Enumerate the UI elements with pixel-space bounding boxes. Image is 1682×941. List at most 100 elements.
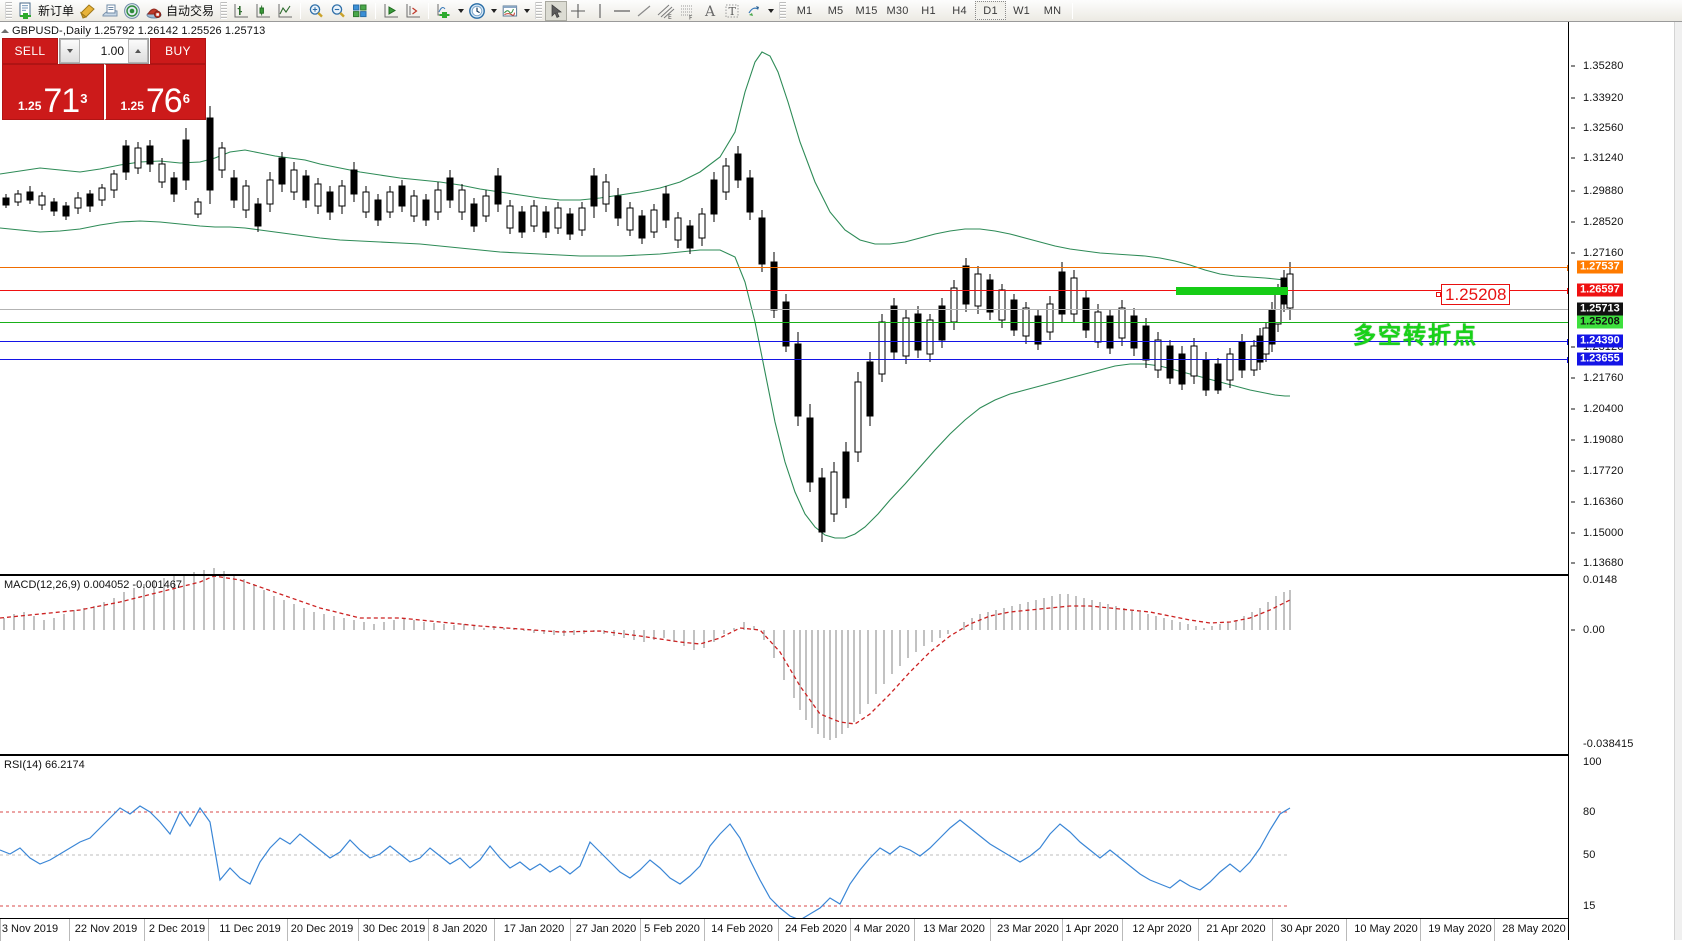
vertical-line-icon[interactable] (589, 1, 611, 21)
support-level-line-2[interactable] (0, 357, 1568, 363)
highlight-zone[interactable] (1176, 287, 1288, 295)
buy-button[interactable]: BUY (150, 38, 206, 64)
resistance-level-badge[interactable]: 1.27537 (1577, 260, 1623, 274)
periods-dropdown-arrow[interactable] (488, 1, 499, 21)
new-order-label[interactable]: 新订单 (38, 4, 75, 18)
indicators-dropdown-arrow[interactable] (455, 1, 466, 21)
support-level-badge-2[interactable]: 1.23655 (1577, 352, 1623, 366)
toolbar-separator (300, 2, 302, 19)
price-callout[interactable]: 1.25208 (1436, 284, 1511, 305)
text-label-icon[interactable]: T (721, 1, 743, 21)
sell-price-display[interactable]: 1.25 71 3 (2, 64, 104, 120)
buy-price-display[interactable]: 1.25 76 6 (103, 64, 206, 120)
date-tick-label: 14 Feb 2020 (711, 923, 773, 935)
auto-trading-label[interactable]: 自动交易 (166, 4, 215, 18)
one-click-trading-panel[interactable]: SELL 1.00 BUY 1.25 71 3 (2, 38, 206, 120)
tick-mark (1571, 346, 1575, 348)
tab-timeframe-mn[interactable]: MN (1043, 4, 1062, 17)
candlestick-chart-icon[interactable] (252, 1, 274, 21)
macd-tick-label: 0.0148 (1583, 574, 1618, 586)
level-handle[interactable] (1567, 357, 1568, 363)
signals-icon[interactable] (121, 1, 143, 21)
date-tick-label: 30 Apr 2020 (1280, 923, 1340, 935)
line-chart-icon[interactable] (274, 1, 296, 21)
toolbar-grip-2[interactable] (220, 2, 228, 19)
tab-timeframe-m30[interactable]: M30 (886, 4, 909, 17)
trendline-icon[interactable] (633, 1, 655, 21)
tab-timeframe-m1[interactable]: M1 (796, 4, 813, 17)
bar-chart-icon[interactable] (230, 1, 252, 21)
text-icon[interactable]: A (699, 1, 721, 21)
tab-timeframe-w1[interactable]: W1 (1013, 4, 1030, 17)
periods-icon[interactable] (466, 1, 488, 21)
tab-timeframe-h1[interactable]: H1 (921, 4, 936, 17)
svg-text:F: F (689, 14, 693, 20)
volume-stepper[interactable]: 1.00 (59, 38, 149, 64)
chinese-note[interactable]: 多空转折点 (1353, 323, 1478, 349)
chart-canvas-area[interactable]: GBPUSD-,Daily 1.25792 1.26142 1.25526 1.… (0, 22, 1682, 941)
price-scale[interactable]: 1.35280 1.33920 1.32560 1.31240 1.29880 … (1568, 22, 1682, 940)
rsi-tick-label: 80 (1583, 806, 1596, 818)
objects-dropdown-arrow[interactable] (765, 1, 776, 21)
tab-timeframe-m5[interactable]: M5 (827, 4, 844, 17)
chart-shift-icon[interactable] (380, 1, 402, 21)
templates-icon[interactable] (499, 1, 521, 21)
price-tick-label: 1.27160 (1583, 247, 1624, 259)
tick-mark (1571, 470, 1575, 472)
zoom-in-icon[interactable] (305, 1, 327, 21)
toolbar-grip-3[interactable] (535, 2, 543, 19)
templates-dropdown-arrow[interactable] (521, 1, 532, 21)
volume-input[interactable]: 1.00 (80, 39, 128, 63)
pivot-level-badge[interactable]: 1.25208 (1577, 315, 1623, 329)
date-axis[interactable]: 3 Nov 2019 22 Nov 2019 2 Dec 2019 11 Dec… (0, 918, 1568, 941)
auto-scroll-icon[interactable] (402, 1, 424, 21)
expert-advisors-icon[interactable] (77, 1, 99, 21)
resistance-level-badge-2[interactable]: 1.26597 (1577, 283, 1623, 297)
fibonacci-retracement-icon[interactable]: F (677, 1, 699, 21)
volume-increment-button[interactable] (128, 39, 148, 63)
volume-decrement-button[interactable] (60, 39, 80, 63)
toolbar-grip-4[interactable] (779, 2, 787, 19)
svg-text:T: T (729, 5, 737, 18)
price-tick-label: 1.31240 (1583, 152, 1624, 164)
auto-trading-icon[interactable] (143, 1, 165, 21)
resistance-level-line-2[interactable] (0, 288, 1568, 294)
toolbar-grip[interactable] (5, 2, 12, 19)
level-handle[interactable] (1567, 265, 1568, 271)
horizontal-line-icon[interactable] (611, 1, 633, 21)
macd-indicator-label: MACD(12,26,9) 0.004052 -0.001467 (4, 579, 182, 591)
resistance-level-line[interactable] (0, 265, 1568, 271)
date-tick-label: 24 Feb 2020 (785, 923, 847, 935)
tick-mark (1571, 221, 1575, 223)
tile-windows-icon[interactable] (349, 1, 371, 21)
rsi-line (0, 805, 1291, 921)
tick-mark (1571, 127, 1575, 129)
objects-icon[interactable] (743, 1, 765, 21)
pivot-level-line[interactable] (0, 322, 1568, 323)
equidistant-channel-icon[interactable]: E (655, 1, 677, 21)
rsi-tick-label: 100 (1583, 756, 1602, 768)
level-handle[interactable] (1567, 288, 1568, 294)
date-tick-label: 11 Dec 2019 (219, 923, 281, 935)
date-tick-label: 12 Apr 2020 (1132, 923, 1192, 935)
zoom-out-icon[interactable] (327, 1, 349, 21)
rsi-panel-separator[interactable] (0, 754, 1568, 756)
cursor-icon[interactable] (545, 0, 568, 21)
date-tick-label: 3 Nov 2019 (1, 923, 59, 935)
tab-timeframe-m15[interactable]: M15 (855, 4, 878, 17)
support-level-badge[interactable]: 1.24390 (1577, 334, 1623, 348)
chart-collapse-triangle-icon[interactable] (1, 29, 9, 33)
new-order-icon[interactable] (15, 1, 37, 21)
data-window-icon[interactable] (99, 1, 121, 21)
level-handle[interactable] (1567, 339, 1568, 345)
support-level-line[interactable] (0, 339, 1568, 345)
sell-button[interactable]: SELL (2, 38, 58, 64)
macd-panel-separator[interactable] (0, 574, 1568, 576)
price-plot[interactable]: GBPUSD-,Daily 1.25792 1.26142 1.25526 1.… (0, 22, 1568, 940)
tab-timeframe-d1[interactable]: D1 (975, 1, 1007, 20)
sell-price-fraction: 3 (80, 91, 88, 106)
tick-mark (1571, 439, 1575, 441)
indicators-icon[interactable] (433, 1, 455, 21)
tab-timeframe-h4[interactable]: H4 (952, 4, 967, 17)
crosshair-icon[interactable] (567, 1, 589, 21)
